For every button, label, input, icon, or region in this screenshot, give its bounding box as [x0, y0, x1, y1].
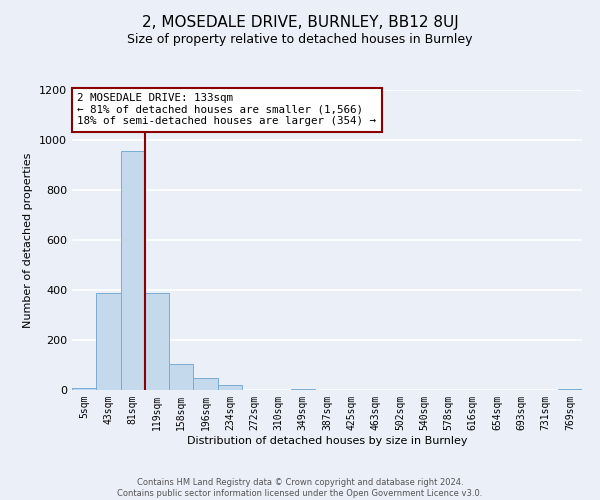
Text: Contains HM Land Registry data © Crown copyright and database right 2024.
Contai: Contains HM Land Registry data © Crown c… — [118, 478, 482, 498]
Text: 2 MOSEDALE DRIVE: 133sqm
← 81% of detached houses are smaller (1,566)
18% of sem: 2 MOSEDALE DRIVE: 133sqm ← 81% of detach… — [77, 93, 376, 126]
X-axis label: Distribution of detached houses by size in Burnley: Distribution of detached houses by size … — [187, 436, 467, 446]
Text: 2, MOSEDALE DRIVE, BURNLEY, BB12 8UJ: 2, MOSEDALE DRIVE, BURNLEY, BB12 8UJ — [142, 15, 458, 30]
Bar — [218, 385, 242, 390]
Bar — [558, 389, 582, 390]
Bar — [193, 378, 218, 390]
Y-axis label: Number of detached properties: Number of detached properties — [23, 152, 34, 328]
Bar — [96, 292, 121, 390]
Text: Size of property relative to detached houses in Burnley: Size of property relative to detached ho… — [127, 32, 473, 46]
Bar — [121, 151, 145, 390]
Bar — [72, 388, 96, 390]
Bar — [290, 389, 315, 390]
Bar — [169, 364, 193, 390]
Bar — [145, 292, 169, 390]
